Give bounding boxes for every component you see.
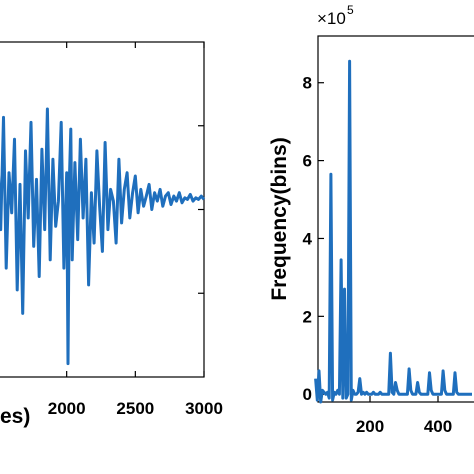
right-x-tick-labels: 200 400 (356, 417, 452, 436)
right-series-group (314, 59, 472, 404)
left-series-group (0, 107, 206, 366)
right-y-tick-label: 0 (303, 385, 312, 404)
right-y-tick-label: 8 (303, 74, 312, 93)
left-x-tick-label: 2500 (116, 399, 154, 418)
right-y-tick-label: 6 (303, 152, 312, 171)
right-y-tick-label: 4 (303, 229, 313, 248)
right-frequency-line (314, 59, 472, 404)
left-x-tick-label: 2000 (48, 399, 86, 418)
left-signal-line (0, 107, 206, 366)
left-time-chart: 2000 2500 3000 es) (0, 41, 223, 428)
left-x-axis-title: es) (0, 405, 30, 428)
right-axis-ticks (318, 82, 439, 402)
right-y-tick-labels: 0 2 4 6 8 (303, 74, 313, 404)
left-x-tick-labels: 2000 2500 3000 (48, 399, 223, 418)
right-x-tick-label: 200 (356, 417, 384, 436)
right-frequency-chart: 0 2 4 6 8 200 400 ×10 5 Frequency(bins) (268, 3, 474, 436)
left-x-tick-label: 3000 (185, 399, 223, 418)
left-axis-ticks (66, 42, 205, 377)
right-plot-area-frame (317, 35, 474, 403)
right-y-axis-title: Frequency(bins) (268, 137, 291, 300)
right-x-tick-label: 400 (424, 417, 452, 436)
right-y-exponent-label: 5 (347, 3, 354, 17)
right-y-multiplier-label: ×10 (317, 9, 346, 28)
right-y-tick-label: 2 (303, 307, 312, 326)
